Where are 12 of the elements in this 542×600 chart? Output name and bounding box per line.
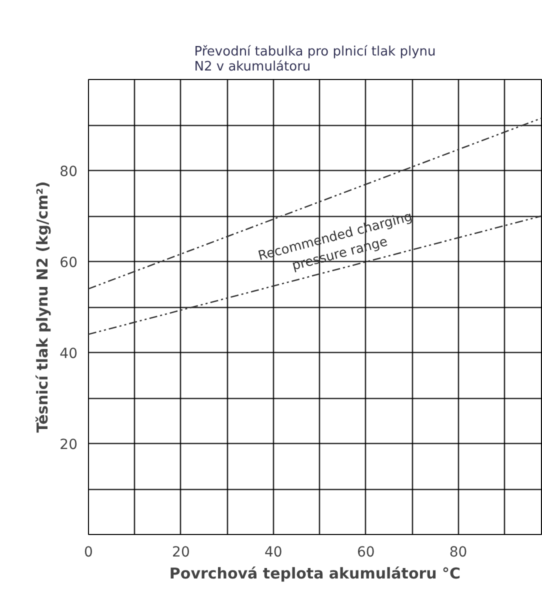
x-tick-label: 60 <box>356 544 375 560</box>
y-tick-label: 80 <box>60 164 78 180</box>
x-tick-label: 0 <box>84 544 93 560</box>
y-tick-label: 40 <box>60 346 78 362</box>
x-tick-label: 20 <box>172 544 190 560</box>
y-tick-label: 60 <box>60 255 78 271</box>
x-tick-label: 80 <box>449 544 468 560</box>
y-axis-title: Těsnicí tlak plynu N2 (kg/cm²) <box>34 181 52 433</box>
chart-title: Převodní tabulka pro plnicí tlak plynu N2 v akumulátoru <box>194 44 436 74</box>
x-axis-title: Povrchová teplota akumulátoru °C <box>169 564 461 582</box>
y-tick-label: 20 <box>60 437 78 453</box>
x-tick-label: 40 <box>264 544 282 560</box>
